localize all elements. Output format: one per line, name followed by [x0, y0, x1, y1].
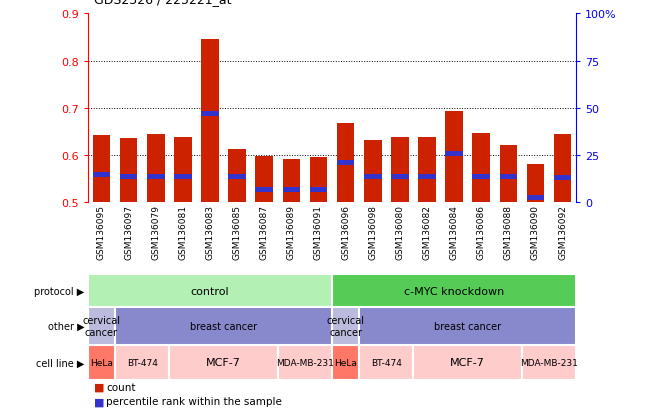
Bar — [499, 146, 517, 202]
Bar — [255, 157, 273, 202]
Bar — [88, 275, 332, 308]
Text: count: count — [106, 382, 135, 392]
Bar — [278, 345, 332, 380]
Bar — [418, 138, 436, 202]
Bar — [310, 187, 327, 192]
Bar — [473, 134, 490, 202]
Bar — [174, 138, 191, 202]
Text: other ▶: other ▶ — [48, 321, 85, 331]
Bar — [201, 40, 219, 202]
Bar — [255, 188, 273, 193]
Text: MCF-7: MCF-7 — [450, 357, 485, 368]
Text: BT-474: BT-474 — [371, 358, 402, 367]
Text: BT-474: BT-474 — [127, 358, 158, 367]
Bar — [445, 112, 463, 202]
Bar — [527, 164, 544, 202]
Bar — [88, 308, 115, 345]
Text: GSM136083: GSM136083 — [206, 204, 214, 259]
Text: GSM136081: GSM136081 — [178, 204, 187, 259]
Text: ■: ■ — [94, 382, 105, 392]
Text: GSM136090: GSM136090 — [531, 204, 540, 259]
Text: GSM136086: GSM136086 — [477, 204, 486, 259]
Text: GSM136079: GSM136079 — [151, 204, 160, 259]
Bar — [473, 175, 490, 180]
Text: HeLa: HeLa — [334, 358, 357, 367]
Bar — [229, 175, 246, 180]
Bar — [527, 195, 544, 200]
Bar — [445, 152, 463, 157]
Bar — [92, 173, 110, 178]
Text: GSM136087: GSM136087 — [260, 204, 269, 259]
Bar — [413, 345, 522, 380]
Text: c-MYC knockdown: c-MYC knockdown — [404, 286, 504, 296]
Text: breast cancer: breast cancer — [434, 321, 501, 331]
Bar — [229, 149, 246, 202]
Bar — [174, 174, 191, 180]
Bar — [120, 138, 137, 202]
Text: MDA-MB-231: MDA-MB-231 — [520, 358, 578, 367]
Bar — [554, 176, 572, 180]
Bar — [147, 135, 165, 202]
Bar — [169, 345, 278, 380]
Text: GSM136085: GSM136085 — [232, 204, 242, 259]
Text: cell line ▶: cell line ▶ — [36, 357, 85, 368]
Text: HeLa: HeLa — [90, 358, 113, 367]
Bar — [115, 308, 332, 345]
Bar — [283, 159, 300, 202]
Text: GSM136082: GSM136082 — [422, 204, 432, 259]
Bar — [359, 345, 413, 380]
Bar — [337, 124, 354, 202]
Bar — [201, 112, 219, 116]
Text: GSM136092: GSM136092 — [558, 204, 567, 259]
Text: GSM136089: GSM136089 — [287, 204, 296, 259]
Text: cervical
cancer: cervical cancer — [83, 316, 120, 337]
Text: GSM136095: GSM136095 — [97, 204, 106, 259]
Text: MCF-7: MCF-7 — [206, 357, 241, 368]
Bar — [283, 188, 300, 193]
Bar — [391, 138, 409, 202]
Text: GSM136084: GSM136084 — [450, 204, 458, 259]
Bar — [418, 175, 436, 180]
Bar — [364, 141, 381, 202]
Text: percentile rank within the sample: percentile rank within the sample — [106, 396, 282, 406]
Text: GSM136088: GSM136088 — [504, 204, 513, 259]
Bar — [554, 135, 572, 202]
Text: GSM136098: GSM136098 — [368, 204, 377, 259]
Bar — [391, 174, 409, 180]
Bar — [147, 174, 165, 180]
Bar — [120, 175, 137, 180]
Bar — [359, 308, 576, 345]
Text: GSM136097: GSM136097 — [124, 204, 133, 259]
Text: GSM136091: GSM136091 — [314, 204, 323, 259]
Bar — [364, 175, 381, 180]
Text: GSM136096: GSM136096 — [341, 204, 350, 259]
Text: MDA-MB-231: MDA-MB-231 — [276, 358, 334, 367]
Bar — [115, 345, 169, 380]
Text: GDS2526 / 225221_at: GDS2526 / 225221_at — [94, 0, 232, 6]
Bar — [332, 308, 359, 345]
Text: ■: ■ — [94, 396, 105, 406]
Bar — [332, 345, 359, 380]
Bar — [337, 161, 354, 166]
Text: control: control — [191, 286, 229, 296]
Text: cervical
cancer: cervical cancer — [327, 316, 365, 337]
Bar — [522, 345, 576, 380]
Bar — [499, 175, 517, 180]
Bar — [332, 275, 576, 308]
Text: protocol ▶: protocol ▶ — [35, 286, 85, 296]
Bar — [92, 135, 110, 202]
Text: breast cancer: breast cancer — [190, 321, 257, 331]
Text: GSM136080: GSM136080 — [395, 204, 404, 259]
Bar — [88, 345, 115, 380]
Bar — [310, 158, 327, 202]
